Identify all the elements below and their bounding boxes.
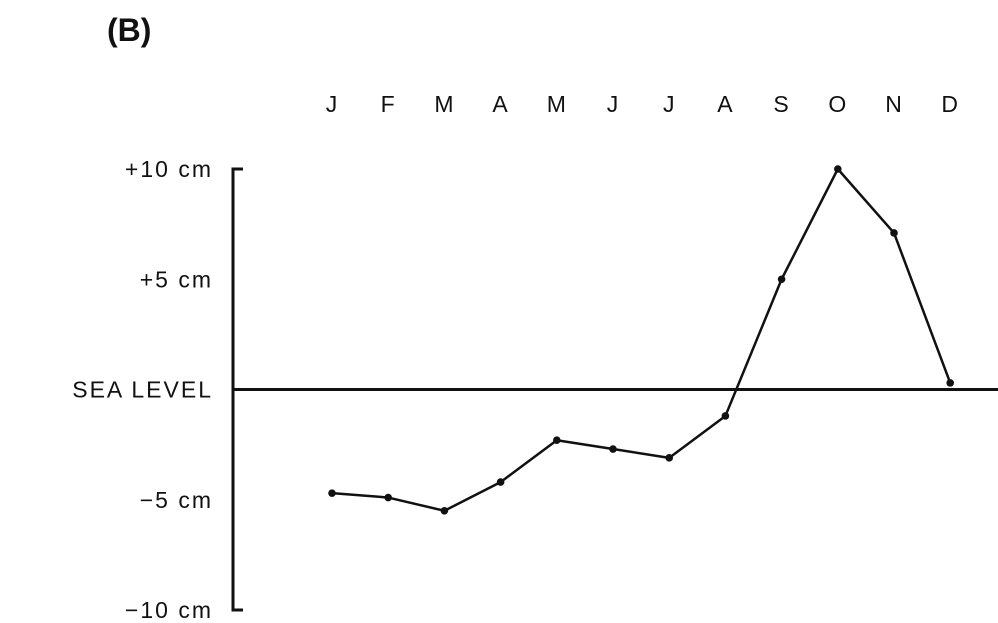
series-line <box>331 167 952 513</box>
month-label: N <box>885 91 903 117</box>
month-label: A <box>717 91 733 117</box>
y-tick-label: −10 cm <box>125 597 213 623</box>
data-point <box>946 379 954 387</box>
data-point <box>834 165 842 173</box>
data-points <box>328 165 954 515</box>
data-point <box>609 445 617 453</box>
month-label: F <box>381 91 396 117</box>
month-label: J <box>326 91 339 117</box>
y-tick-label: SEA LEVEL <box>72 377 213 403</box>
data-point <box>496 478 505 486</box>
month-label: M <box>547 91 567 117</box>
y-axis-ticks: +10 cm +5 cm SEA LEVEL −5 cm −10 cm <box>72 156 213 623</box>
month-label: J <box>663 91 676 117</box>
month-label: A <box>492 91 508 117</box>
month-label: J <box>607 91 620 117</box>
data-point <box>440 506 449 515</box>
data-point <box>384 493 393 502</box>
month-label: O <box>828 91 847 117</box>
month-label: D <box>941 91 959 117</box>
month-label: S <box>773 91 789 117</box>
y-tick-label: +10 cm <box>125 156 213 182</box>
y-tick-label: +5 cm <box>140 266 213 292</box>
data-point <box>553 436 561 445</box>
data-point <box>328 489 336 497</box>
data-point <box>890 229 898 237</box>
data-point <box>777 275 786 284</box>
data-point <box>721 412 730 420</box>
month-label: M <box>434 91 454 117</box>
data-point <box>665 454 673 462</box>
y-tick-label: −5 cm <box>140 487 213 513</box>
panel-label: (B) <box>107 12 151 48</box>
